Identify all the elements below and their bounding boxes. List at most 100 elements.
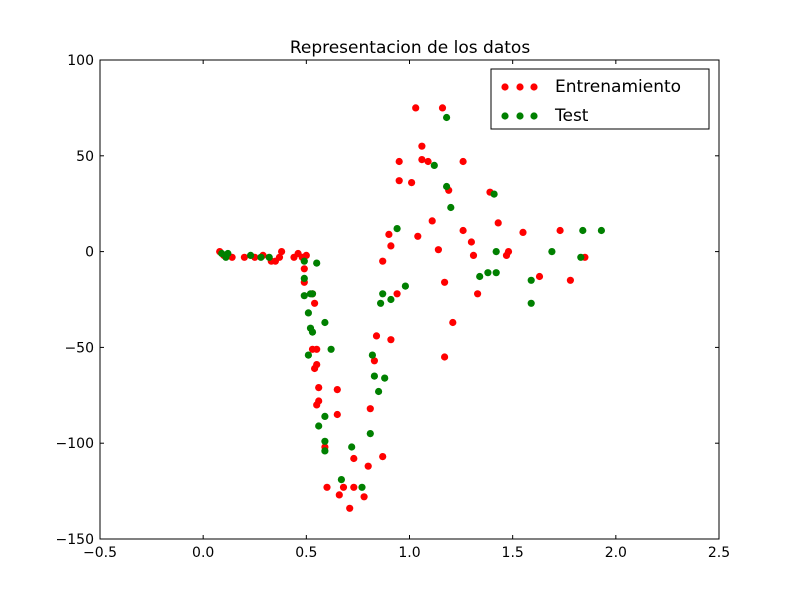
- data-point-entrenamiento: [449, 318, 457, 327]
- legend-marker-test: [516, 112, 524, 120]
- data-point-entrenamiento: [494, 219, 502, 227]
- data-point-entrenamiento: [418, 156, 426, 164]
- data-point-test: [377, 299, 385, 307]
- data-point-test: [387, 295, 395, 304]
- legend: Entrenamiento Test: [490, 68, 710, 130]
- data-point-test: [304, 351, 312, 359]
- data-point-entrenamiento: [333, 386, 341, 394]
- data-point-test: [300, 274, 308, 282]
- data-point-test: [265, 253, 273, 261]
- data-point-test: [300, 257, 308, 265]
- y-tick-label: 100: [67, 53, 94, 69]
- data-point-entrenamiento: [387, 336, 395, 344]
- data-point-entrenamiento: [438, 104, 447, 112]
- data-point-test: [401, 282, 409, 290]
- data-point-test: [304, 309, 312, 317]
- data-point-test: [381, 374, 389, 382]
- data-point-test: [313, 259, 321, 267]
- data-point-entrenamiento: [364, 462, 372, 470]
- data-point-entrenamiento: [278, 248, 286, 256]
- x-tick-label: 0.5: [295, 545, 317, 561]
- data-point-test: [348, 443, 356, 451]
- data-point-test: [321, 447, 329, 455]
- data-point-entrenamiento: [275, 253, 284, 261]
- points-layer: [216, 104, 606, 512]
- legend-marker-entrenamiento: [530, 83, 538, 91]
- data-point-entrenamiento: [467, 238, 475, 246]
- data-point-entrenamiento: [474, 290, 482, 298]
- data-point-test: [315, 422, 323, 430]
- legend-label-entrenamiento: Entrenamiento: [555, 77, 681, 97]
- x-tick-label: 0.0: [192, 545, 214, 561]
- data-point-test: [527, 299, 535, 307]
- data-point-test: [484, 269, 492, 277]
- data-point-entrenamiento: [300, 265, 308, 273]
- legend-markers-entrenamiento: [501, 83, 538, 91]
- data-point-test: [321, 318, 329, 327]
- data-point-entrenamiento: [412, 104, 420, 112]
- x-tick-label: 2.0: [605, 545, 627, 561]
- legend-marker-entrenamiento: [501, 83, 509, 91]
- data-point-entrenamiento: [333, 410, 341, 419]
- data-point-entrenamiento: [434, 246, 442, 254]
- data-point-entrenamiento: [350, 454, 358, 463]
- data-point-entrenamiento: [395, 177, 403, 185]
- data-point-entrenamiento: [441, 278, 449, 286]
- data-point-entrenamiento: [313, 361, 321, 369]
- data-point-test: [308, 290, 317, 298]
- data-point-test: [597, 226, 606, 235]
- data-point-entrenamiento: [424, 157, 432, 166]
- data-point-entrenamiento: [323, 483, 331, 491]
- data-point-test: [490, 190, 498, 198]
- data-point-entrenamiento: [315, 384, 323, 392]
- data-point-test: [430, 161, 438, 169]
- y-tick-label: 50: [76, 149, 94, 165]
- legend-marker-test: [530, 112, 538, 120]
- data-point-entrenamiento: [302, 251, 310, 259]
- data-point-entrenamiento: [566, 276, 575, 284]
- data-point-entrenamiento: [469, 251, 478, 259]
- data-point-test: [366, 430, 374, 438]
- data-point-entrenamiento: [311, 299, 319, 307]
- legend-marker-test: [501, 112, 509, 120]
- data-point-test: [368, 351, 376, 359]
- data-point-test: [308, 328, 317, 336]
- data-point-test: [321, 412, 329, 420]
- data-point-test: [327, 345, 335, 353]
- data-point-entrenamiento: [418, 142, 426, 150]
- data-point-test: [527, 276, 535, 284]
- data-point-test: [443, 182, 451, 191]
- data-point-entrenamiento: [504, 248, 513, 256]
- y-tick-label: −50: [64, 340, 94, 356]
- data-point-entrenamiento: [315, 397, 323, 405]
- data-point-entrenamiento: [372, 332, 381, 340]
- data-point-test: [358, 483, 366, 491]
- data-point-test: [476, 272, 484, 281]
- data-point-entrenamiento: [350, 483, 358, 491]
- x-tick-label: 2.5: [708, 545, 730, 561]
- y-tick-label: −150: [56, 532, 94, 548]
- data-point-entrenamiento: [385, 230, 393, 238]
- data-point-entrenamiento: [370, 357, 378, 365]
- data-point-test: [492, 269, 500, 277]
- data-point-entrenamiento: [360, 493, 368, 501]
- data-point-test: [579, 226, 587, 235]
- data-point-test: [257, 253, 265, 261]
- data-point-test: [492, 248, 500, 256]
- legend-marker-entrenamiento: [516, 83, 524, 91]
- data-point-entrenamiento: [346, 504, 354, 512]
- data-point-entrenamiento: [408, 179, 416, 187]
- data-point-entrenamiento: [428, 217, 436, 225]
- y-tick-label: −100: [56, 436, 94, 452]
- data-point-test: [393, 225, 401, 233]
- data-point-test: [370, 372, 378, 380]
- data-point-test: [447, 203, 455, 212]
- legend-box: [490, 68, 710, 130]
- data-point-test: [375, 387, 383, 396]
- data-point-entrenamiento: [313, 345, 321, 353]
- data-point-entrenamiento: [366, 405, 374, 413]
- data-point-test: [224, 249, 232, 258]
- data-point-entrenamiento: [387, 242, 395, 250]
- data-point-entrenamiento: [395, 157, 403, 166]
- x-tick-label: 1.0: [398, 545, 420, 561]
